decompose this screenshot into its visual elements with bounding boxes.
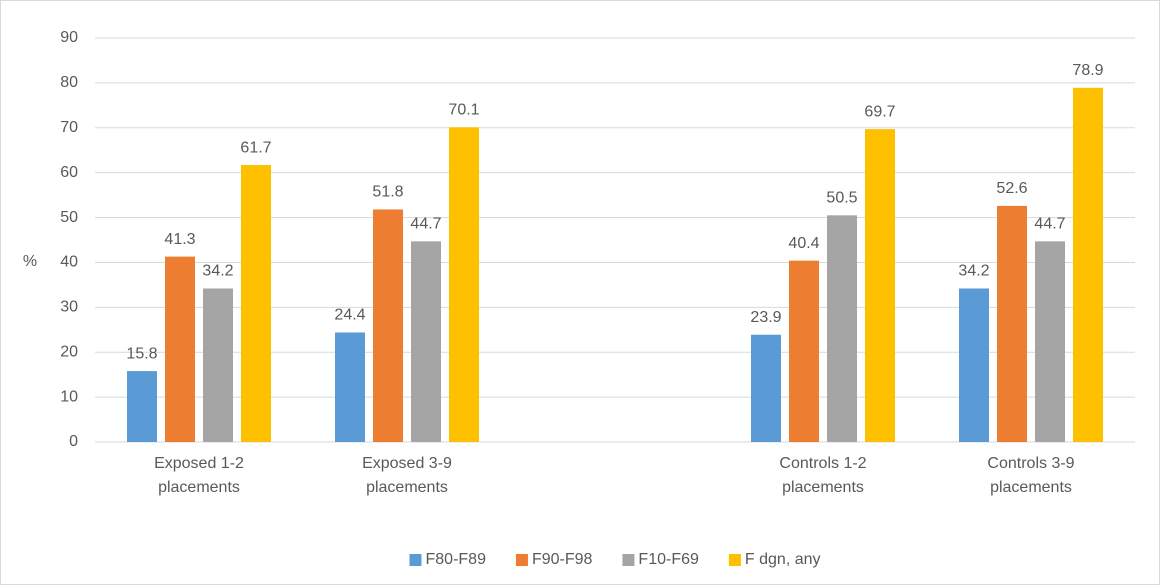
bar	[1073, 87, 1103, 443]
bar	[1035, 241, 1065, 442]
y-tick-label: 30	[60, 299, 78, 316]
y-axis-label: %	[23, 253, 37, 270]
y-tick-label: 0	[69, 433, 78, 450]
bar	[449, 127, 479, 442]
legend-swatch	[728, 554, 741, 566]
y-tick-label: 40	[60, 254, 78, 271]
y-tick-label: 10	[60, 388, 78, 405]
value-label: 15.8	[126, 345, 157, 362]
value-label: 51.8	[372, 184, 403, 201]
value-label: 41.3	[164, 231, 195, 248]
y-tick-label: 50	[60, 209, 78, 226]
y-tick-label: 90	[60, 29, 78, 46]
value-label: 52.6	[996, 180, 1027, 197]
value-label: 70.1	[448, 102, 479, 119]
bar	[165, 256, 195, 442]
legend-label: F80-F89	[425, 551, 486, 568]
value-label: 44.7	[410, 216, 441, 233]
bar	[335, 332, 365, 442]
bar	[751, 334, 781, 442]
legend-swatch	[515, 554, 528, 566]
bar	[997, 205, 1027, 442]
bar	[411, 241, 441, 442]
y-tick-label: 70	[60, 119, 78, 136]
value-label: 23.9	[750, 309, 781, 326]
x-tick-label: Exposed 1-2 placements	[154, 455, 244, 496]
y-tick-label: 80	[60, 74, 78, 91]
value-label: 69.7	[864, 103, 895, 120]
bar	[827, 215, 857, 442]
x-tick-label: Exposed 3-9 placements	[362, 455, 452, 496]
bar	[203, 288, 233, 442]
value-label: 40.4	[788, 235, 819, 252]
legend-label: F dgn, any	[745, 551, 821, 568]
bar	[959, 288, 989, 442]
x-tick-label: Controls 1-2 placements	[779, 455, 866, 496]
bar	[789, 260, 819, 442]
value-label: 61.7	[240, 139, 271, 156]
value-label: 78.9	[1072, 62, 1103, 79]
legend-swatch	[622, 554, 635, 566]
value-label: 50.5	[826, 190, 857, 207]
legend-swatch	[409, 554, 422, 566]
y-tick-label: 60	[60, 164, 78, 181]
legend-label: F90-F98	[532, 551, 593, 568]
value-label: 34.2	[202, 263, 233, 280]
legend: F80-F89 F90-F98 F10-F69 F dgn, any	[409, 551, 821, 568]
value-label: 44.7	[1034, 216, 1065, 233]
bar	[127, 371, 157, 442]
legend-label: F10-F69	[638, 551, 699, 568]
value-label: 24.4	[334, 307, 365, 324]
bar	[241, 165, 271, 442]
bar	[865, 129, 895, 442]
x-tick-label: Controls 3-9 placements	[987, 455, 1074, 496]
value-label: 34.2	[958, 263, 989, 280]
bar	[373, 209, 403, 442]
y-tick-label: 20	[60, 343, 78, 360]
